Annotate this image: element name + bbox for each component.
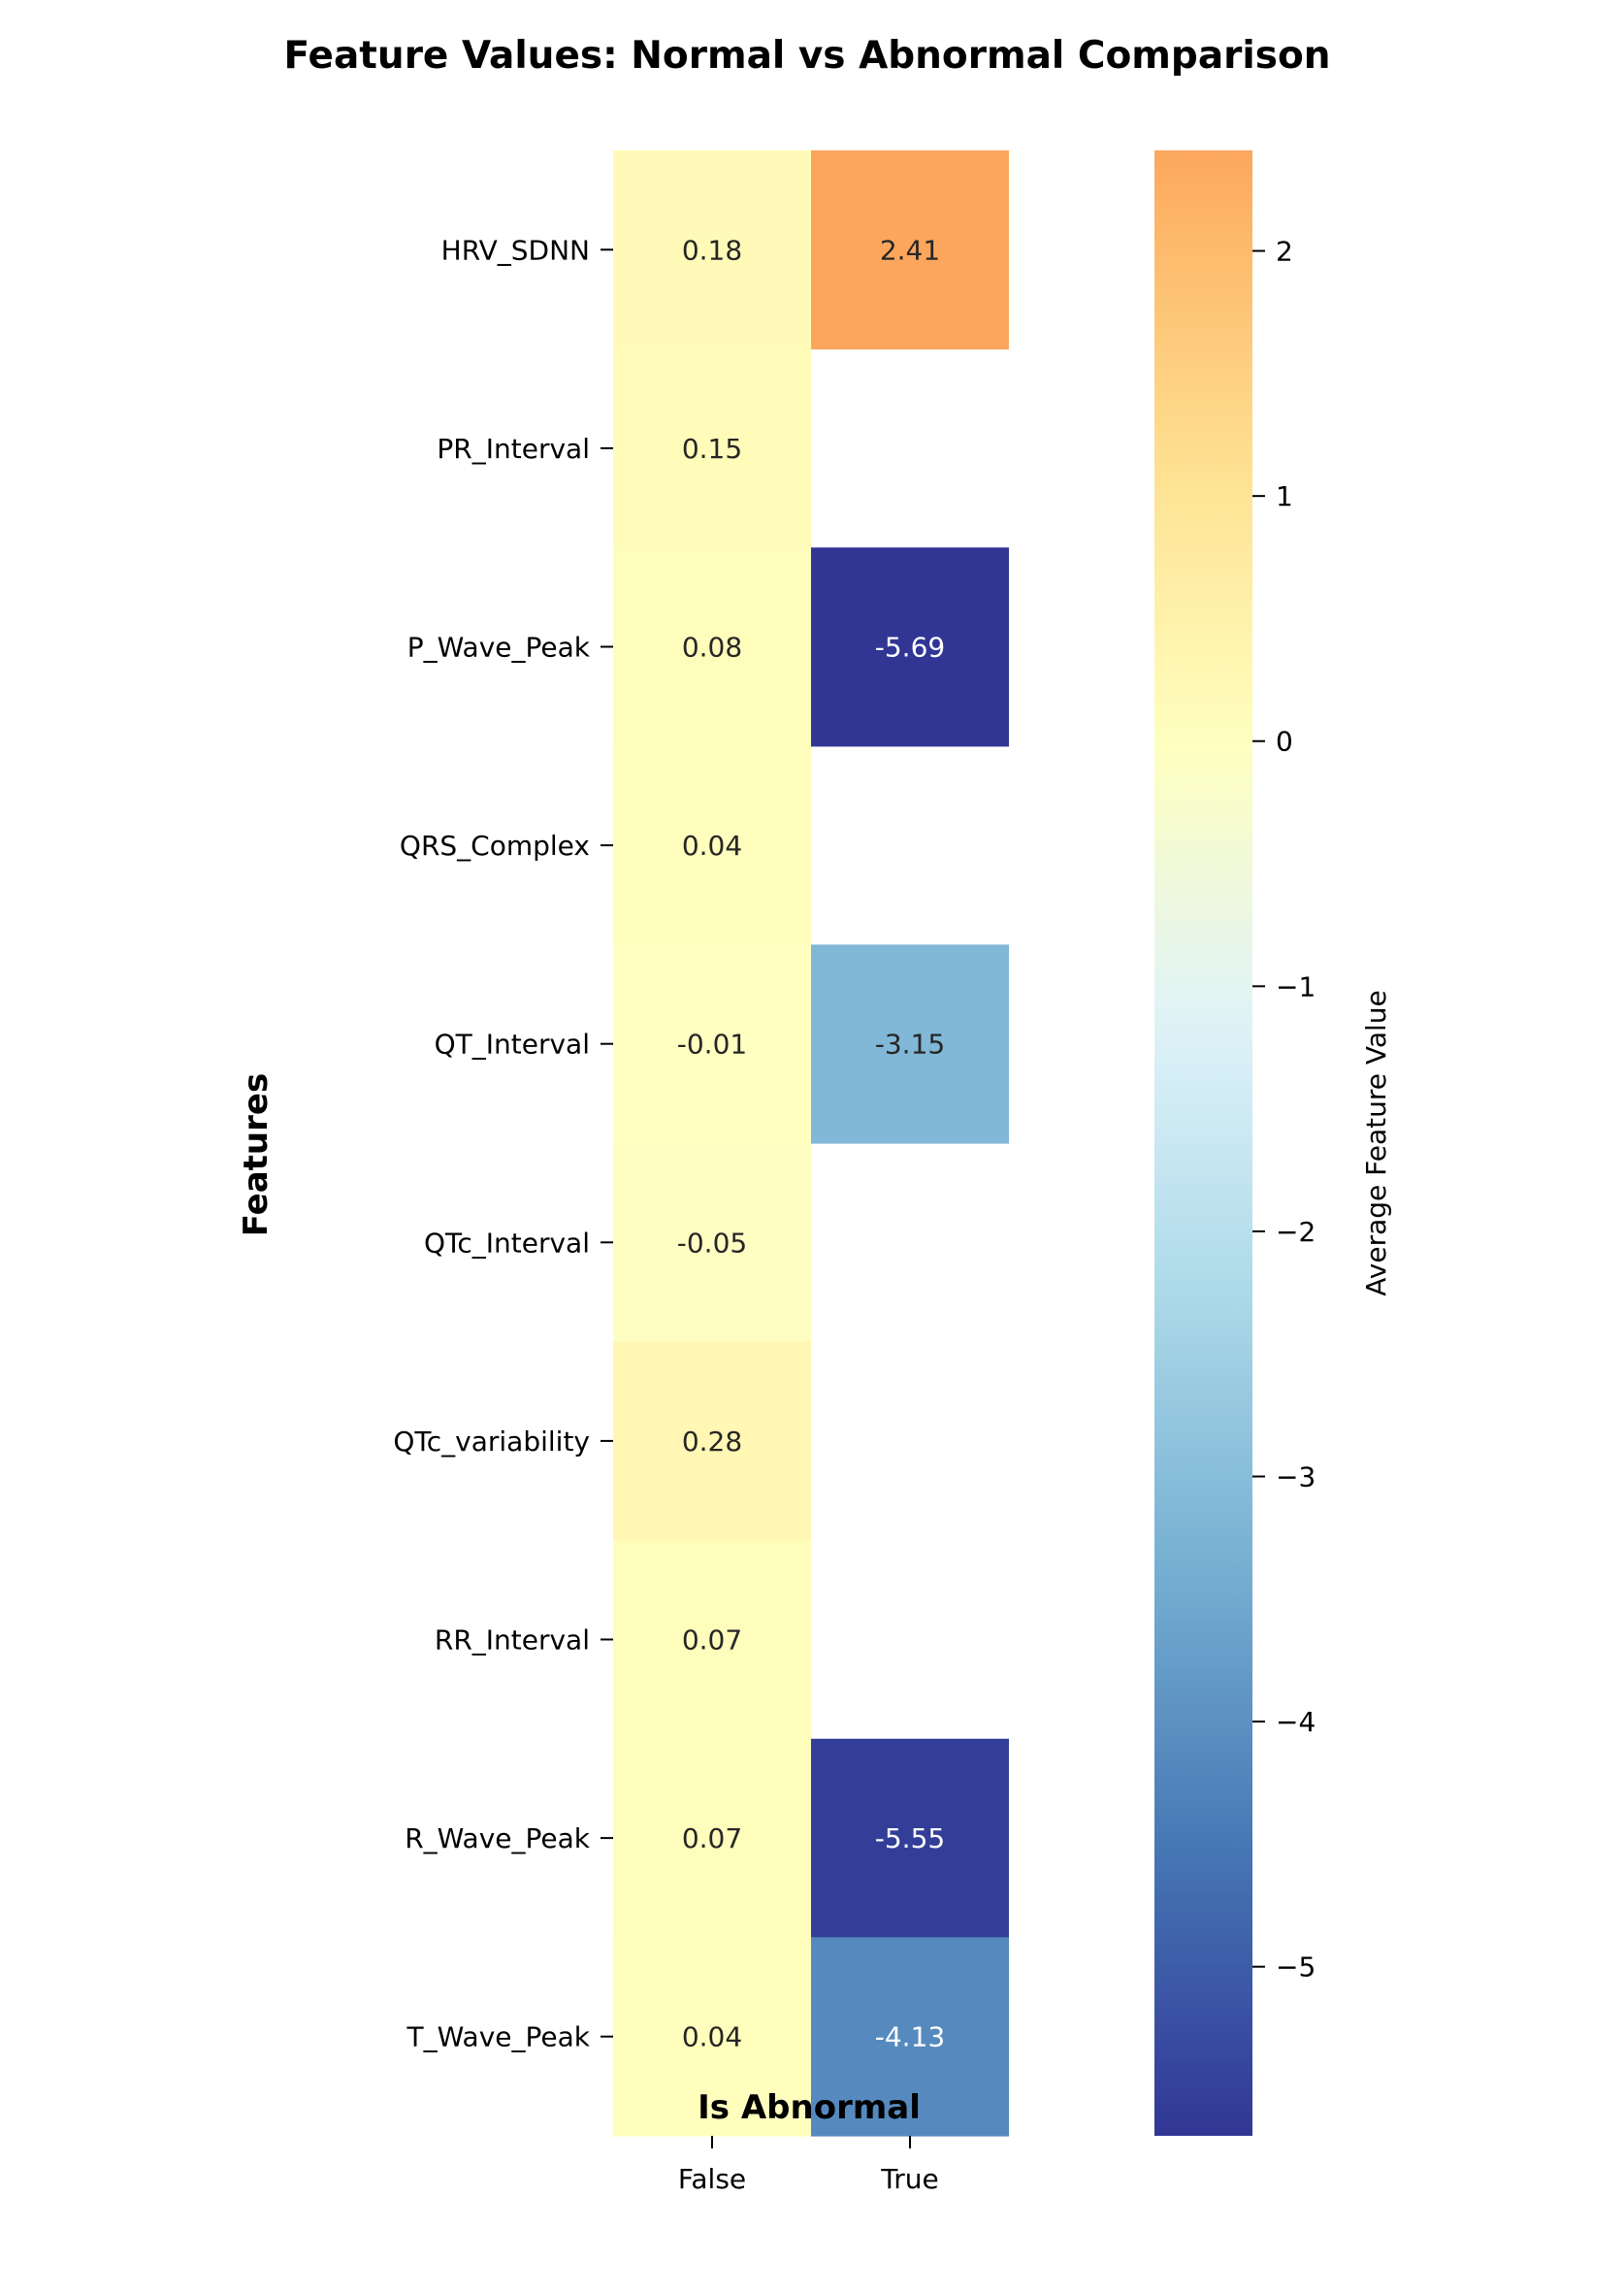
y-tick-label: T_Wave_Peak — [406, 2021, 591, 2053]
colorbar — [1154, 150, 1252, 2136]
y-tick-label: QTc_Interval — [424, 1227, 590, 1259]
colorbar-tick-label: −4 — [1276, 1706, 1315, 1738]
colorbar-tick-label: −3 — [1276, 1461, 1315, 1493]
cell-value-label: 0.07 — [682, 1624, 742, 1656]
x-tick-label: True — [880, 2163, 938, 2195]
heatmap-cell — [613, 1341, 811, 1541]
y-tick-label: HRV_SDNN — [441, 234, 590, 266]
y-tick-label: P_Wave_Peak — [407, 632, 591, 664]
chart-title: Feature Values: Normal vs Abnormal Compa… — [283, 34, 1330, 78]
colorbar-tick-label: −2 — [1276, 1216, 1315, 1248]
heatmap-cell — [613, 150, 811, 350]
y-axis-label: Features — [237, 1073, 276, 1236]
x-axis-label: Is Abnormal — [698, 2088, 921, 2127]
colorbar-ticks: 2 1 0 −1 −2 −3 −4 −5 — [1252, 236, 1315, 1983]
colorbar-tick-label: 2 — [1276, 236, 1293, 268]
y-tick-label: QTc_variability — [393, 1426, 590, 1458]
cell-value-label: -0.05 — [677, 1227, 747, 1259]
heatmap-cell — [811, 547, 1009, 747]
heatmap-cell — [613, 1937, 811, 2137]
cell-value-label: 0.18 — [682, 234, 742, 266]
cell-value-label: -4.13 — [875, 2021, 945, 2053]
heatmap-cell — [613, 547, 811, 747]
cell-value-label: 0.04 — [682, 830, 742, 862]
cell-value-label: -5.55 — [875, 1822, 945, 1854]
colorbar-tick-label: 0 — [1276, 726, 1293, 758]
heatmap-cell — [811, 944, 1009, 1144]
cell-value-label: 0.04 — [682, 2021, 742, 2053]
x-tick-label: False — [678, 2163, 746, 2195]
cell-value-label: 0.07 — [682, 1822, 742, 1854]
y-axis-ticks: HRV_SDNN PR_Interval P_Wave_Peak QRS_Comple… — [393, 234, 613, 2053]
heatmap-cell — [613, 944, 811, 1144]
cell-value-label: -0.01 — [677, 1029, 747, 1061]
heatmap-cell — [613, 1540, 811, 1740]
x-axis-ticks: False True — [678, 2136, 939, 2195]
y-tick-label: RR_Interval — [435, 1624, 590, 1656]
colorbar-tick-label: 1 — [1276, 480, 1293, 512]
heatmap-cell — [613, 745, 811, 945]
colorbar-tick-label: −1 — [1276, 970, 1315, 1002]
heatmap-cell — [811, 150, 1009, 350]
heatmap-cell — [811, 1937, 1009, 2137]
y-tick-label: QT_Interval — [435, 1029, 590, 1061]
cell-value-label: 0.08 — [682, 632, 742, 664]
cell-value-label: 0.15 — [682, 433, 742, 465]
heatmap-cell — [613, 1738, 811, 1938]
cell-value-label: -3.15 — [875, 1029, 945, 1061]
cell-value-label: 2.41 — [880, 234, 940, 266]
colorbar-label: Average Feature Value — [1360, 990, 1392, 1295]
y-tick-label: PR_Interval — [437, 433, 590, 465]
cell-value-label: 0.28 — [682, 1426, 742, 1458]
heatmap-cell — [613, 1143, 811, 1343]
y-tick-label: R_Wave_Peak — [405, 1822, 591, 1854]
cell-value-label: -5.69 — [875, 632, 945, 664]
heatmap-cell — [613, 348, 811, 548]
colorbar-tick-label: −5 — [1276, 1951, 1315, 1983]
heatmap-cell — [811, 1738, 1009, 1938]
y-tick-label: QRS_Complex — [400, 830, 590, 862]
heatmap-cells: 0.18 2.41 0.15 0.08 -5.69 0.04 -0.01 -3.15 -0.05… — [613, 150, 1009, 2137]
